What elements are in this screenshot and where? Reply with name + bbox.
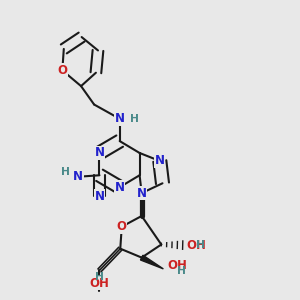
Text: N: N [73,170,83,183]
Text: OH: OH [186,238,206,252]
Polygon shape [140,255,164,269]
Text: H: H [196,240,205,250]
Text: N: N [137,187,147,200]
Text: N: N [115,181,125,194]
Text: H: H [177,266,186,276]
Text: N: N [94,190,104,202]
Text: OH: OH [167,260,187,272]
Text: H: H [61,167,70,177]
Text: O: O [117,220,127,233]
Text: N: N [94,146,104,160]
Text: N: N [115,112,125,125]
Text: H: H [95,272,104,282]
Text: OH: OH [89,277,110,290]
Text: H: H [130,114,138,124]
Text: O: O [57,64,67,77]
Text: N: N [155,154,165,167]
